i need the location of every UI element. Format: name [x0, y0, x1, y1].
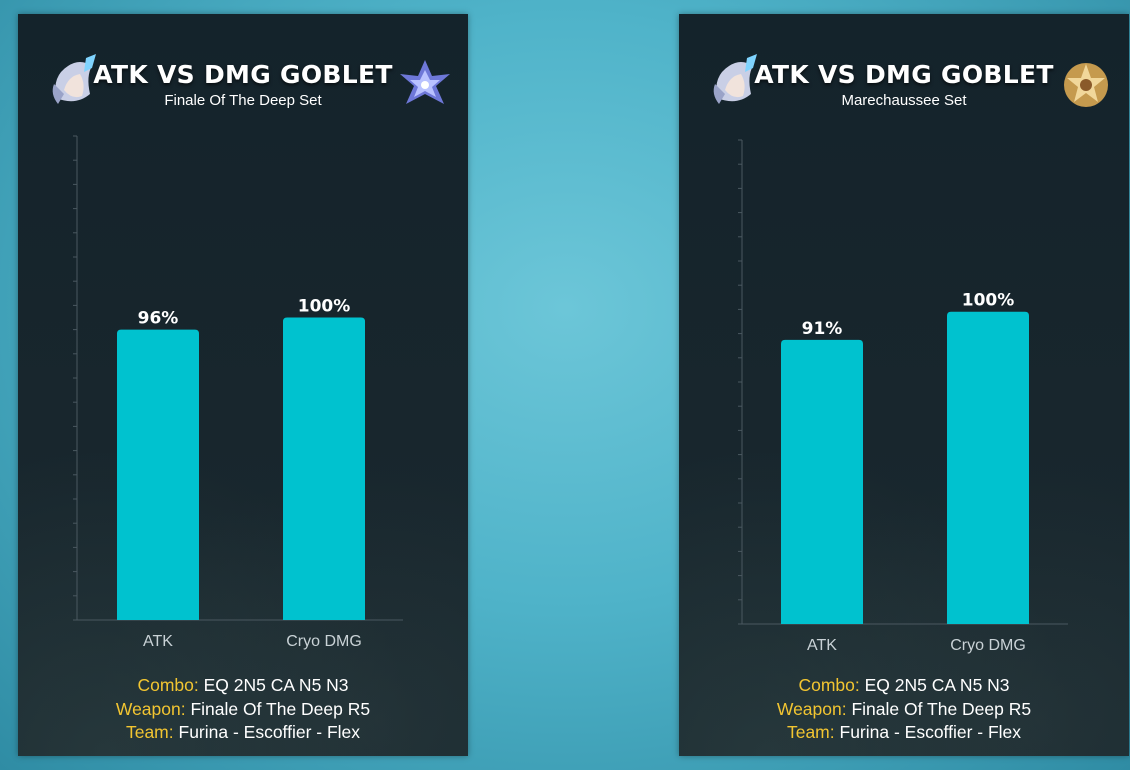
chart-panel-finale: ATK VS DMG GOBLET Finale Of The Deep Set… [18, 14, 468, 756]
weapon-value: Finale Of The Deep R5 [190, 698, 371, 719]
bar-chart: 96% ATK 100% Cryo DMG [73, 135, 403, 650]
combo-key: Combo: [137, 675, 199, 695]
bar-atk [781, 339, 863, 624]
team-key: Team: [125, 722, 174, 742]
team-value: Furina - Escoffier - Flex [178, 722, 361, 742]
data-label: 96% [138, 309, 179, 329]
panel-header: ATK VS DMG GOBLET Marechaussee Set [679, 54, 1129, 124]
combo-value: EQ 2N5 CA N5 N3 [203, 675, 349, 695]
build-info: Combo: EQ 2N5 CA N5 N3 Weapon: Finale Of… [679, 674, 1129, 745]
x-tick-label: Cryo DMG [950, 637, 1026, 654]
bar-chart: 91% ATK 100% Cryo DMG [738, 139, 1068, 654]
character-portrait-icon [52, 54, 96, 104]
weapon-line: Weapon: Finale Of The Deep R5 [18, 698, 468, 722]
combo-line: Combo: EQ 2N5 CA N5 N3 [679, 674, 1129, 698]
chart-title: ATK VS DMG GOBLET [93, 60, 393, 89]
weapon-key: Weapon: [115, 698, 186, 719]
chart-subtitle: Finale Of The Deep Set [164, 92, 322, 109]
weapon-value: Finale Of The Deep R5 [851, 698, 1032, 719]
data-label: 91% [802, 319, 843, 339]
goblet-artifact-icon [400, 60, 450, 104]
bar-cryo-dmg [947, 311, 1029, 624]
team-value: Furina - Escoffier - Flex [839, 722, 1022, 742]
chart-panel-marechaussee: ATK VS DMG GOBLET Marechaussee Set 91% AT… [679, 14, 1129, 756]
bar-atk [117, 329, 199, 620]
x-tick-label: Cryo DMG [286, 633, 362, 650]
combo-line: Combo: EQ 2N5 CA N5 N3 [18, 674, 468, 698]
team-key: Team: [786, 722, 835, 742]
chart-subtitle: Marechaussee Set [841, 92, 967, 109]
team-line: Team: Furina - Escoffier - Flex [679, 721, 1129, 745]
combo-value: EQ 2N5 CA N5 N3 [864, 675, 1010, 695]
data-label: 100% [298, 297, 351, 317]
combo-key: Combo: [798, 675, 860, 695]
weapon-line: Weapon: Finale Of The Deep R5 [679, 698, 1129, 722]
panel-header: ATK VS DMG GOBLET Finale Of The Deep Set [18, 54, 468, 124]
weapon-key: Weapon: [776, 698, 847, 719]
data-label: 100% [962, 291, 1015, 311]
bar-cryo-dmg [283, 317, 365, 620]
goblet-artifact-icon [1064, 63, 1108, 107]
chart-title: ATK VS DMG GOBLET [754, 60, 1054, 89]
character-portrait-icon [713, 54, 757, 104]
x-tick-label: ATK [143, 633, 173, 650]
build-info: Combo: EQ 2N5 CA N5 N3 Weapon: Finale Of… [18, 674, 468, 745]
team-line: Team: Furina - Escoffier - Flex [18, 721, 468, 745]
x-tick-label: ATK [807, 637, 837, 654]
